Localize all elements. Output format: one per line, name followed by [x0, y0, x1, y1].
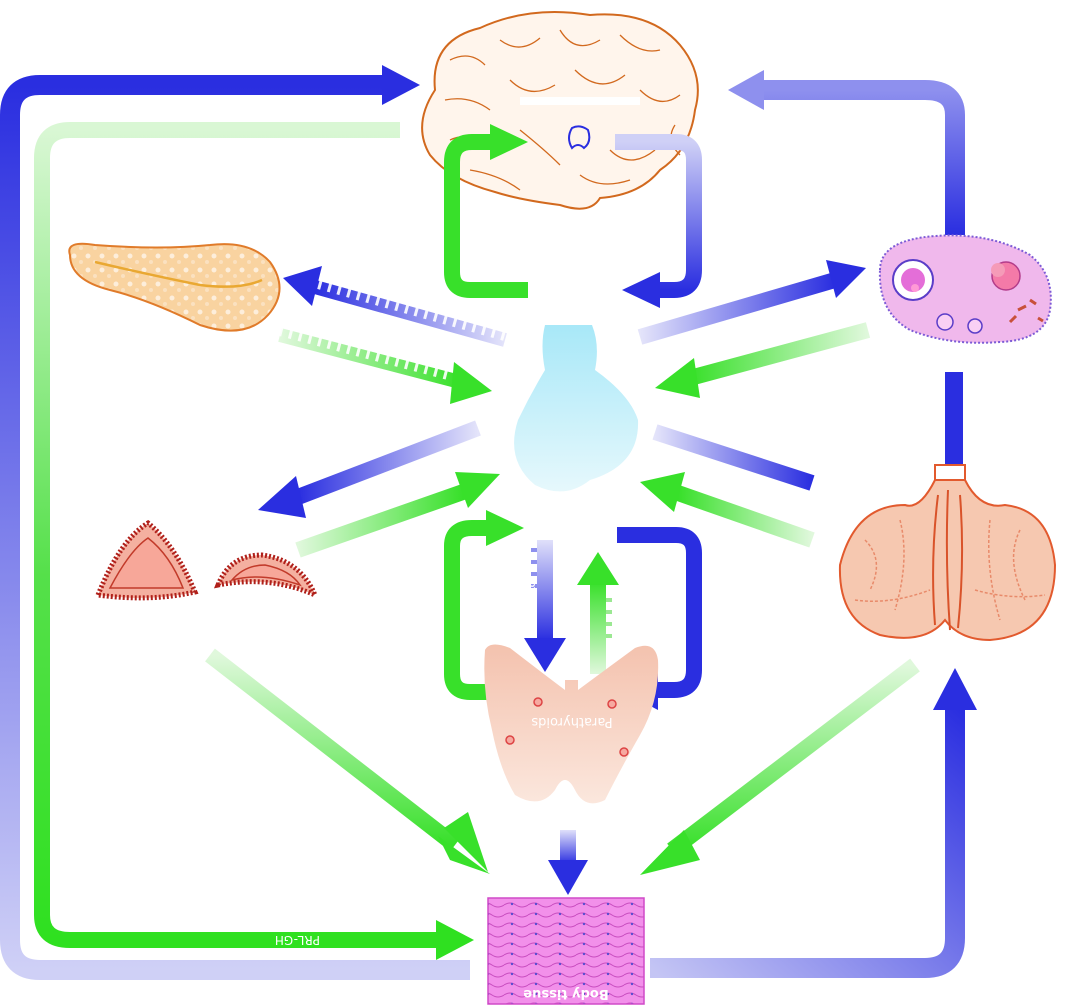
tsh-label: TSH: [707, 611, 721, 636]
body-tissue-label: Body tissue: [523, 986, 609, 1001]
adrenal-green-arrow: [295, 472, 500, 558]
testis-green-arrow-to-pituitary: [640, 472, 815, 548]
pth-label: PTH: [523, 580, 537, 604]
adrenal-to-tissue-arrow: [205, 648, 490, 874]
testis: [838, 464, 1057, 642]
pituitary-gland: [514, 325, 639, 492]
pancreas: [68, 242, 281, 332]
ovary-blue-double-arrow: [637, 260, 866, 345]
pth-blue-down-arrow: [524, 540, 566, 672]
thyroid-green-loop-arrow: [444, 510, 528, 700]
testis-to-tissue-arrow: [640, 658, 920, 875]
outer-right-blue-arrow-top: [728, 70, 965, 235]
ovary: [878, 234, 1052, 344]
calcium-green-up-arrow: [577, 552, 619, 674]
adrenal-glands: [94, 519, 320, 601]
prl-gh-label: PRL-GH: [275, 933, 320, 947]
brain-blue-loop-arrow: [615, 134, 702, 308]
outer-right-blue-arrow-bottom: [650, 668, 977, 978]
ovary-testis-connector: [945, 372, 963, 464]
hypothalamus-outline: [568, 125, 591, 150]
brain: [421, 11, 699, 210]
outer-left-green-arrow: [34, 122, 474, 960]
outer-left-blue-arrow: [0, 65, 470, 980]
brain-label-mask: [520, 97, 640, 105]
pancreas-blue-hatched-arrow: [283, 266, 507, 347]
ovary-green-arrow-to-pituitary: [655, 322, 871, 398]
parathyroids-label: Parathyroids: [531, 714, 612, 729]
adrenal-blue-arrow: [258, 420, 481, 518]
thyroid-to-tissue-arrow: [548, 830, 588, 895]
pancreas-green-hatched-arrow: [278, 322, 492, 404]
t3t4-mid-label: T3, T4: [429, 611, 443, 650]
brain-green-loop-arrow: [444, 124, 528, 298]
thyroid-gland: [484, 644, 659, 804]
testis-blue-arrow-from-pituitary: [652, 424, 815, 491]
body-tissue: [487, 897, 645, 1005]
t3t4-top-label: T3, T4: [429, 221, 443, 260]
